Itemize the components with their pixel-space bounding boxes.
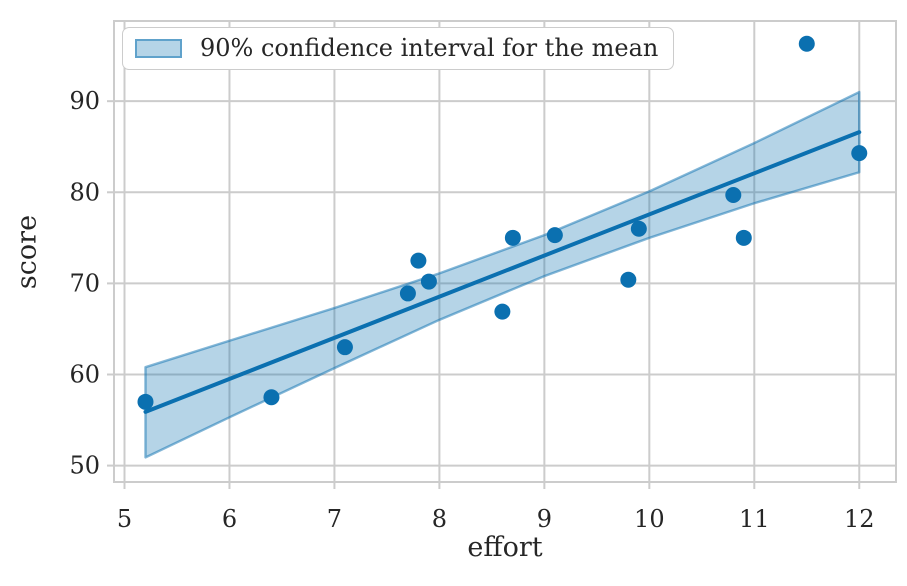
x-tick-label: 12 <box>844 505 875 533</box>
data-point <box>735 229 752 246</box>
data-point <box>420 273 437 290</box>
y-tick-label: 90 <box>69 87 100 115</box>
data-point <box>546 227 563 244</box>
data-point <box>725 187 742 204</box>
x-tick-label: 10 <box>634 505 665 533</box>
legend: 90% confidence interval for the mean <box>122 27 675 70</box>
confidence-band <box>144 90 861 459</box>
data-point <box>504 229 521 246</box>
y-axis-label: score <box>11 214 43 290</box>
y-tick-label: 60 <box>69 360 100 388</box>
data-point <box>410 252 427 269</box>
legend-label: 90% confidence interval for the mean <box>200 34 659 62</box>
data-point <box>399 285 416 302</box>
data-point <box>336 339 353 356</box>
x-tick-label: 8 <box>432 505 447 533</box>
x-tick-label: 7 <box>327 505 342 533</box>
axes-frame <box>113 20 897 483</box>
x-tick-label: 5 <box>117 505 132 533</box>
regression-line <box>143 130 862 414</box>
y-tick-label: 50 <box>69 452 100 480</box>
ci-band-swatch <box>135 38 182 58</box>
x-tick-label: 11 <box>739 505 770 533</box>
data-point <box>851 145 868 162</box>
data-point <box>137 393 154 410</box>
x-tick-label: 6 <box>222 505 237 533</box>
x-tick-label: 9 <box>537 505 552 533</box>
x-axis-label: effort <box>467 532 543 563</box>
data-point <box>494 303 511 320</box>
y-tick-label: 70 <box>69 269 100 297</box>
data-point <box>263 389 280 406</box>
y-tick-label: 80 <box>69 178 100 206</box>
data-point <box>798 35 815 52</box>
data-point <box>620 271 637 288</box>
data-point <box>630 220 647 237</box>
